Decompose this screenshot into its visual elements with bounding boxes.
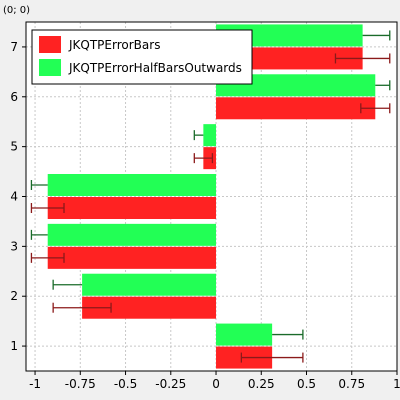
bar bbox=[47, 246, 217, 269]
x-tick-label: 0.25 bbox=[248, 377, 275, 391]
x-tick-label: 0.5 bbox=[297, 377, 316, 391]
bar bbox=[82, 273, 217, 296]
error-bars bbox=[30, 30, 391, 363]
x-tick-label: -0.75 bbox=[65, 377, 96, 391]
x-tick-label: -0.5 bbox=[114, 377, 137, 391]
legend: JKQTPErrorBars JKQTPErrorHalfBarsOutwards bbox=[31, 29, 253, 85]
bar bbox=[216, 47, 363, 70]
coordinate-readout: (0; 0) bbox=[3, 5, 30, 16]
legend-label: JKQTPErrorBars bbox=[68, 38, 160, 52]
legend-swatch bbox=[39, 59, 61, 76]
bar bbox=[47, 174, 217, 196]
x-tick-label: -0.25 bbox=[155, 377, 186, 391]
bar bbox=[47, 223, 217, 246]
bar bbox=[216, 24, 363, 47]
y-tick-label: 6 bbox=[10, 90, 18, 104]
y-tick-label: 2 bbox=[10, 289, 18, 303]
axes: -1 -0.75 -0.5 -0.25 0 0.25 0.5 0.75 1 1 2 3 4 5 6 7 bbox=[10, 40, 400, 391]
y-tick-label: 3 bbox=[10, 239, 18, 253]
bar bbox=[216, 97, 376, 120]
y-tick-label: 4 bbox=[10, 190, 18, 204]
bar bbox=[47, 197, 217, 219]
y-tick-label: 7 bbox=[10, 40, 18, 54]
x-tick-label: 1 bbox=[393, 377, 400, 391]
bar bbox=[82, 296, 217, 319]
bars bbox=[47, 24, 376, 369]
bar bbox=[203, 124, 217, 147]
x-tick-label: 0 bbox=[212, 377, 220, 391]
y-tick-label: 5 bbox=[10, 140, 18, 154]
bar bbox=[216, 74, 376, 97]
legend-box bbox=[31, 29, 253, 85]
legend-swatch bbox=[39, 36, 61, 53]
x-tick-label: 0.75 bbox=[338, 377, 365, 391]
legend-label: JKQTPErrorHalfBarsOutwards bbox=[68, 61, 242, 75]
x-tick-label: -1 bbox=[29, 377, 41, 391]
y-tick-label: 1 bbox=[10, 339, 18, 353]
bar bbox=[216, 323, 273, 346]
